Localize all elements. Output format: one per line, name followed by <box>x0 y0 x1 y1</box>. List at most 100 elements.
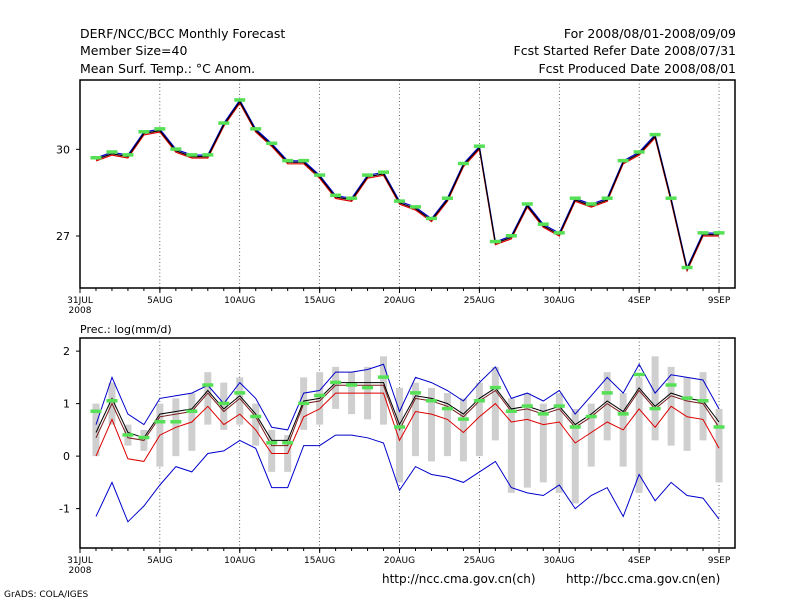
observation-marker <box>473 144 485 148</box>
spread-bar <box>635 377 643 493</box>
series-line-lower <box>95 392 720 462</box>
y-tick-label: 27 <box>56 230 70 243</box>
prec-axis-label: Prec.: log(mm/d) <box>80 323 172 336</box>
x-tick-sublabel: 2008 <box>69 306 92 316</box>
x-tick-label: 10AUG <box>224 556 255 566</box>
spread-bar <box>380 356 388 425</box>
observation-marker <box>250 414 262 419</box>
observation-marker <box>106 150 118 154</box>
observation-marker <box>585 202 597 206</box>
spread-bar <box>427 387 435 462</box>
observation-marker <box>330 380 342 385</box>
spread-bar <box>571 408 579 504</box>
observation-marker <box>362 385 374 390</box>
observation-marker <box>154 127 166 131</box>
produced-date: Fcst Produced Date 2008/08/01 <box>538 61 736 76</box>
series-line-min <box>95 434 720 523</box>
observation-marker <box>282 441 294 445</box>
series-line-mean <box>95 100 719 272</box>
observation-marker <box>330 193 342 198</box>
observation-marker <box>617 412 629 416</box>
observation-marker <box>425 399 437 403</box>
observation-marker <box>202 383 214 387</box>
observation-marker <box>154 420 166 424</box>
x-tick-label: 10AUG <box>224 296 255 306</box>
observation-marker <box>633 150 645 154</box>
observation-marker <box>585 414 597 419</box>
x-tick-label: 4SEP <box>628 556 651 566</box>
observation-marker <box>649 406 661 411</box>
spread-bar <box>683 377 691 451</box>
observation-marker <box>713 231 725 235</box>
spread-bar <box>396 387 404 483</box>
spread-bar <box>332 366 340 409</box>
observation-marker <box>569 425 581 429</box>
y-tick-label: 30 <box>56 143 70 156</box>
observation-marker <box>298 401 310 406</box>
variable-label: Mean Surf. Temp.: °C Anom. <box>80 61 256 76</box>
x-tick-label: 20AUG <box>384 296 415 306</box>
observation-marker <box>537 222 549 226</box>
observation-marker <box>409 391 421 395</box>
x-tick-label: 25AUG <box>464 556 495 566</box>
forecast-period: For 2008/08/01-2008/09/09 <box>563 26 736 41</box>
observation-marker <box>202 153 214 157</box>
series-line-upper <box>95 99 719 270</box>
observation-marker <box>122 433 134 437</box>
observation-marker <box>218 121 230 125</box>
bcc-url-link[interactable]: http://bcc.cma.gov.cn(en) <box>566 572 720 586</box>
observation-marker <box>553 231 565 235</box>
spread-bar <box>539 403 547 483</box>
observation-marker <box>234 391 246 395</box>
member-size: Member Size=40 <box>80 43 188 58</box>
observation-marker <box>218 401 230 406</box>
observation-marker <box>250 127 262 131</box>
observation-marker <box>681 396 693 400</box>
x-tick-label: 30AUG <box>544 296 575 306</box>
series-line-max <box>95 363 720 431</box>
x-tick-label: 9SEP <box>708 556 731 566</box>
observation-marker <box>362 173 374 177</box>
spread-bar <box>236 377 244 425</box>
observation-marker <box>138 435 150 440</box>
x-tick-label: 31JUL <box>67 556 93 566</box>
x-tick-label: 5AUG <box>147 296 172 306</box>
observation-marker <box>505 409 517 413</box>
observation-marker <box>282 158 294 163</box>
observation-marker <box>394 199 406 203</box>
spread-bar <box>459 398 467 462</box>
y-tick-label: 1 <box>63 398 70 411</box>
observation-marker <box>489 239 501 244</box>
x-tick-label: 31JUL <box>67 296 93 306</box>
x-tick-sublabel: 2008 <box>69 566 92 576</box>
observation-marker <box>409 205 421 209</box>
observation-marker <box>314 173 326 177</box>
series-line-upper <box>95 382 720 441</box>
observation-marker <box>90 156 102 160</box>
observation-marker <box>394 425 406 429</box>
x-tick-label: 9SEP <box>708 296 731 306</box>
observation-marker <box>186 409 198 413</box>
spread-bar <box>715 408 723 483</box>
observation-marker <box>378 375 390 379</box>
observation-marker <box>569 196 581 200</box>
series-line-lower <box>95 101 719 273</box>
observation-marker <box>537 412 549 416</box>
x-tick-label: 15AUG <box>304 556 335 566</box>
observation-marker <box>649 132 661 137</box>
observation-marker <box>106 399 118 403</box>
y-tick-label: -1 <box>59 503 70 516</box>
spread-bar <box>268 429 276 472</box>
grads-credit: GrADS: COLA/IGES <box>4 590 88 600</box>
observation-marker <box>457 161 469 166</box>
observation-marker <box>266 441 278 445</box>
ncc-url-link[interactable]: http://ncc.cma.gov.cn(ch) <box>382 572 536 586</box>
spread-bar <box>411 382 419 457</box>
spread-bar <box>603 372 611 441</box>
spread-bar <box>523 393 531 488</box>
observation-marker <box>473 399 485 403</box>
observation-marker <box>186 153 198 157</box>
observation-marker <box>346 196 358 200</box>
